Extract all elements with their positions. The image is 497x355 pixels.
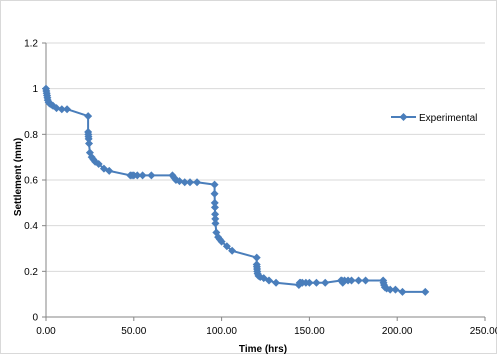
data-point: [180, 178, 189, 187]
data-point: [312, 278, 321, 287]
data-point: [272, 278, 281, 287]
data-point: [228, 246, 237, 255]
legend-diamond-marker: [399, 113, 408, 121]
data-point: [185, 178, 194, 187]
data-point: [57, 105, 66, 114]
x-tick-label: 0.00: [36, 326, 56, 337]
y-tick-label: 0.8: [24, 130, 38, 141]
data-point: [211, 214, 220, 223]
y-tick-label: 1: [32, 84, 38, 95]
data-point: [347, 276, 356, 285]
series-line: [45, 88, 426, 293]
x-tick-label: 100.00: [206, 326, 237, 337]
x-tick-label: 200.00: [382, 326, 413, 337]
y-tick-label: 0: [32, 313, 38, 324]
data-point: [133, 171, 142, 180]
data-point: [222, 242, 231, 251]
data-point: [252, 253, 261, 262]
data-point: [398, 287, 407, 296]
data-point: [193, 178, 202, 187]
data-point: [354, 276, 363, 285]
x-axis-title: Time (hrs): [239, 344, 287, 355]
data-point: [391, 285, 400, 294]
x-tick-labels: 0.00 50.00 100.00 150.00 200.00 250.00: [36, 317, 497, 337]
data-point: [210, 203, 219, 212]
data-point: [210, 180, 219, 189]
y-tick-labels: 0 0.2 0.4 0.6 0.8 1 1.2: [24, 39, 46, 324]
data-point: [211, 210, 220, 219]
data-point: [105, 166, 114, 175]
data-point: [138, 171, 147, 180]
data-point: [210, 198, 219, 207]
data-point: [147, 171, 156, 180]
data-point: [84, 112, 93, 121]
data-point: [305, 278, 314, 287]
data-point: [175, 177, 184, 186]
data-point: [217, 237, 226, 246]
x-tick-label: 150.00: [294, 326, 325, 337]
data-point: [94, 160, 103, 169]
y-tick-label: 0.6: [24, 176, 38, 187]
data-point: [421, 287, 430, 296]
data-point: [361, 276, 370, 285]
y-tick-label: 0.2: [24, 267, 38, 278]
legend-label: Experimental: [419, 113, 477, 124]
y-tick-label: 1.2: [24, 39, 38, 50]
data-point: [85, 139, 94, 148]
gridlines: [46, 42, 485, 272]
x-tick-label: 50.00: [121, 326, 146, 337]
legend: Experimental: [391, 113, 477, 124]
data-point: [84, 134, 93, 143]
data-point: [211, 219, 220, 228]
data-point: [321, 278, 330, 287]
series-experimental: [42, 84, 430, 296]
data-point: [210, 189, 219, 198]
data-point: [265, 276, 274, 285]
y-tick-label: 0.4: [24, 221, 38, 232]
y-axis-title: Settlement (mm): [13, 138, 24, 216]
x-tick-label: 250.00: [470, 326, 497, 337]
data-point: [63, 105, 72, 114]
data-point: [386, 285, 395, 294]
data-point: [52, 104, 61, 113]
